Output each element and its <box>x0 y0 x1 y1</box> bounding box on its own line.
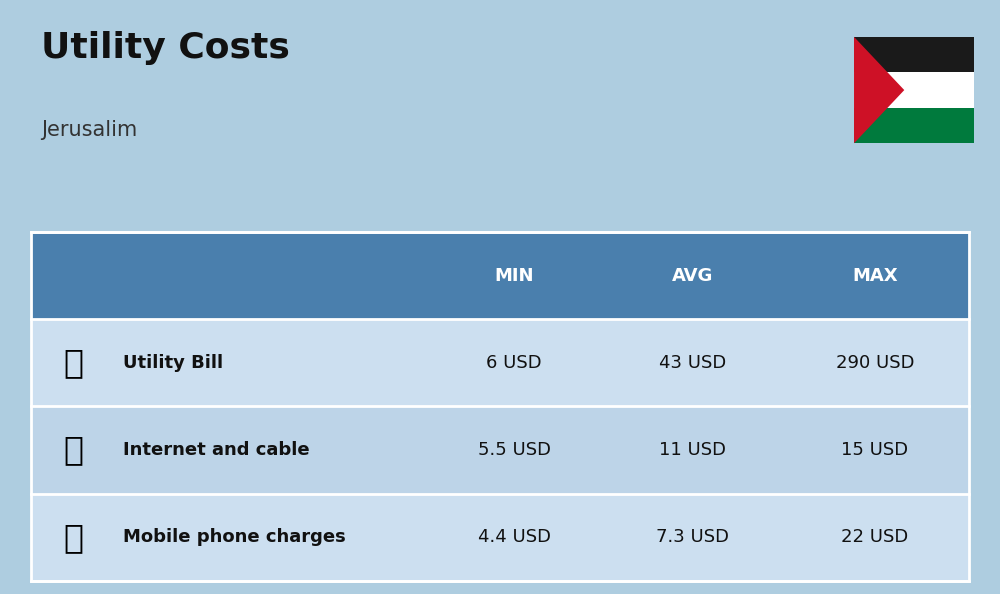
FancyBboxPatch shape <box>854 37 974 72</box>
Text: Utility Bill: Utility Bill <box>123 354 223 372</box>
Polygon shape <box>854 37 904 143</box>
FancyBboxPatch shape <box>31 494 969 581</box>
Text: 15 USD: 15 USD <box>841 441 909 459</box>
Text: Jerusalim: Jerusalim <box>41 119 138 140</box>
Text: Utility Costs: Utility Costs <box>41 31 290 65</box>
Text: 7.3 USD: 7.3 USD <box>656 528 729 546</box>
FancyBboxPatch shape <box>31 232 969 319</box>
Text: 🔌: 🔌 <box>63 346 83 380</box>
Text: MIN: MIN <box>494 267 534 285</box>
Text: AVG: AVG <box>671 267 713 285</box>
Text: MAX: MAX <box>852 267 898 285</box>
Text: 43 USD: 43 USD <box>659 354 726 372</box>
FancyBboxPatch shape <box>31 406 969 494</box>
Text: 290 USD: 290 USD <box>836 354 914 372</box>
Text: Internet and cable: Internet and cable <box>123 441 310 459</box>
FancyBboxPatch shape <box>854 72 974 108</box>
Text: 4.4 USD: 4.4 USD <box>478 528 551 546</box>
FancyBboxPatch shape <box>31 319 969 406</box>
Text: 22 USD: 22 USD <box>841 528 909 546</box>
Text: 📡: 📡 <box>63 434 83 466</box>
FancyBboxPatch shape <box>854 108 974 143</box>
Text: 11 USD: 11 USD <box>659 441 726 459</box>
Text: 📱: 📱 <box>63 521 83 554</box>
Text: 5.5 USD: 5.5 USD <box>478 441 551 459</box>
Text: Mobile phone charges: Mobile phone charges <box>123 528 346 546</box>
Text: 6 USD: 6 USD <box>486 354 542 372</box>
